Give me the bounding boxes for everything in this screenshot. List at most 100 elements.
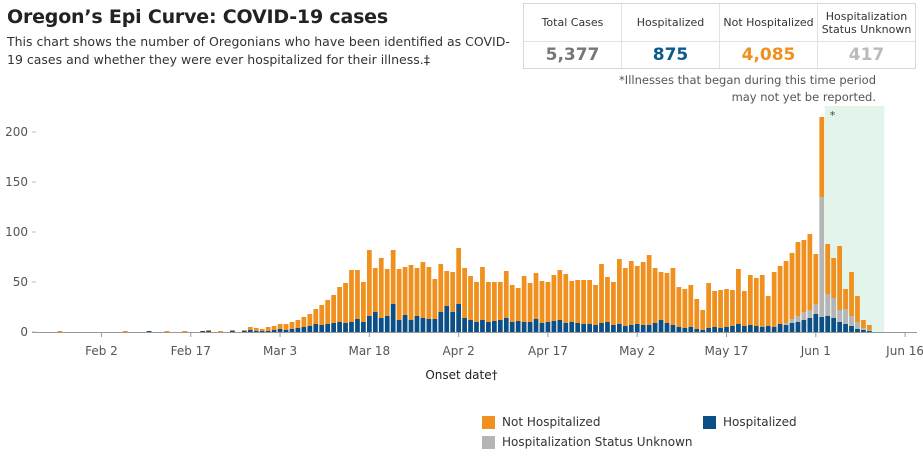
summary-hospitalized-label: Hospitalized	[622, 4, 719, 42]
bar-hospitalized	[271, 330, 277, 332]
x-tick-label: May 17	[705, 344, 749, 358]
bar-not-hospitalized	[486, 282, 491, 322]
bar-not-hospitalized	[57, 331, 63, 332]
bar-hospitalized	[331, 323, 337, 332]
bar-unknown	[807, 310, 813, 318]
bar-hospitalized	[426, 319, 432, 332]
bar-hospitalized	[640, 325, 646, 332]
bar-not-hospitalized	[771, 272, 777, 327]
bar-hospitalized	[349, 322, 354, 332]
bar-hospitalized	[551, 321, 557, 332]
bar-hospitalized	[384, 316, 390, 332]
bar-unknown	[789, 319, 795, 323]
bar-not-hospitalized	[414, 268, 420, 316]
bar-not-hospitalized	[616, 259, 622, 324]
x-tick-label: Mar 18	[348, 344, 390, 358]
bar-hospitalized	[747, 325, 753, 332]
bar-hospitalized	[533, 319, 539, 332]
bar-hospitalized	[390, 304, 396, 332]
bar-hospitalized	[694, 329, 700, 332]
bar-not-hospitalized	[241, 330, 247, 331]
bar-hospitalized	[563, 323, 569, 332]
bar-hospitalized	[491, 321, 497, 332]
bar-not-hospitalized	[670, 268, 676, 325]
bar-not-hospitalized	[628, 261, 634, 325]
bar-not-hospitalized	[741, 291, 747, 326]
legend-swatch-unknown	[482, 435, 495, 449]
bar-not-hospitalized	[307, 314, 313, 326]
bar-not-hospitalized	[622, 268, 628, 326]
bar-hospitalized	[527, 322, 533, 332]
bar-hospitalized	[837, 322, 842, 332]
bar-hospitalized	[539, 323, 545, 332]
x-tick-label: Apr 17	[528, 344, 568, 358]
bar-hospitalized	[783, 325, 789, 332]
bar-hospitalized	[408, 320, 414, 332]
bar-not-hospitalized	[807, 234, 813, 310]
bar-hospitalized	[378, 318, 384, 332]
bar-not-hospitalized	[349, 270, 354, 322]
bar-hospitalized	[438, 312, 444, 332]
bar-not-hospitalized	[313, 309, 319, 324]
bar-not-hospitalized	[450, 272, 456, 312]
summary-not-hospitalized-value: 4,085	[741, 45, 796, 65]
bar-hospitalized	[736, 324, 741, 332]
bar-not-hospitalized	[426, 267, 432, 319]
legend-item-hospitalized[interactable]: Hospitalized	[703, 415, 797, 429]
bar-hospitalized	[765, 326, 771, 332]
bar-hospitalized	[480, 320, 485, 332]
y-tick-label: 50	[13, 275, 28, 289]
bar-not-hospitalized	[551, 275, 557, 321]
summary-not-hospitalized: Not Hospitalized 4,085	[720, 4, 818, 68]
legend-item-unknown[interactable]: Hospitalization Status Unknown	[482, 435, 693, 449]
bar-hospitalized	[628, 325, 634, 332]
bar-unknown	[825, 294, 831, 316]
bar-hospitalized	[241, 331, 247, 332]
legend-swatch-hospitalized	[703, 415, 716, 429]
bar-not-hospitalized	[575, 280, 581, 323]
y-tick-label: 150	[5, 175, 28, 189]
bar-not-hospitalized	[533, 273, 539, 319]
bar-not-hospitalized	[730, 290, 735, 326]
bar-hospitalized	[206, 331, 212, 332]
chart-title: Oregon’s Epi Curve: COVID-19 cases	[7, 6, 388, 28]
bar-not-hospitalized	[849, 272, 854, 316]
bar-not-hospitalized	[378, 258, 384, 318]
bar-not-hospitalized	[444, 271, 450, 306]
bar-not-hospitalized	[408, 265, 414, 320]
bar-not-hospitalized	[605, 277, 610, 322]
bar-not-hospitalized	[218, 331, 223, 332]
bar-not-hospitalized	[664, 273, 670, 323]
bar-not-hospitalized	[611, 282, 616, 325]
y-tick-label: 100	[5, 225, 28, 239]
bar-hospitalized	[283, 330, 289, 332]
bar-not-hospitalized	[271, 326, 277, 330]
bar-hospitalized	[569, 322, 575, 332]
bar-not-hospitalized	[569, 281, 575, 322]
bar-hospitalized	[497, 320, 503, 332]
bar-hospitalized	[456, 304, 462, 332]
legend-label-hospitalized: Hospitalized	[723, 415, 797, 429]
bar-hospitalized	[146, 331, 152, 332]
bar-not-hospitalized	[634, 266, 640, 324]
bar-hospitalized	[343, 323, 348, 332]
bar-not-hospitalized	[343, 283, 348, 323]
bar-hospitalized	[253, 331, 259, 332]
bar-not-hospitalized	[230, 330, 235, 331]
bar-not-hospitalized	[837, 246, 842, 310]
bar-not-hospitalized	[724, 289, 729, 327]
bar-hospitalized	[486, 322, 491, 332]
legend-item-not-hospitalized[interactable]: Not Hospitalized	[482, 415, 600, 429]
bar-hospitalized	[230, 331, 235, 332]
bar-hospitalized	[289, 329, 295, 332]
bar-hospitalized	[295, 328, 301, 332]
bar-not-hospitalized	[515, 288, 521, 321]
bar-not-hospitalized	[509, 285, 515, 322]
bar-hospitalized	[301, 327, 307, 332]
bar-not-hospitalized	[366, 250, 372, 316]
bar-not-hospitalized	[676, 287, 682, 327]
bar-not-hospitalized	[521, 276, 527, 322]
x-tick-label: May 2	[619, 344, 655, 358]
bar-not-hospitalized	[545, 282, 551, 322]
bar-unknown	[837, 310, 842, 322]
